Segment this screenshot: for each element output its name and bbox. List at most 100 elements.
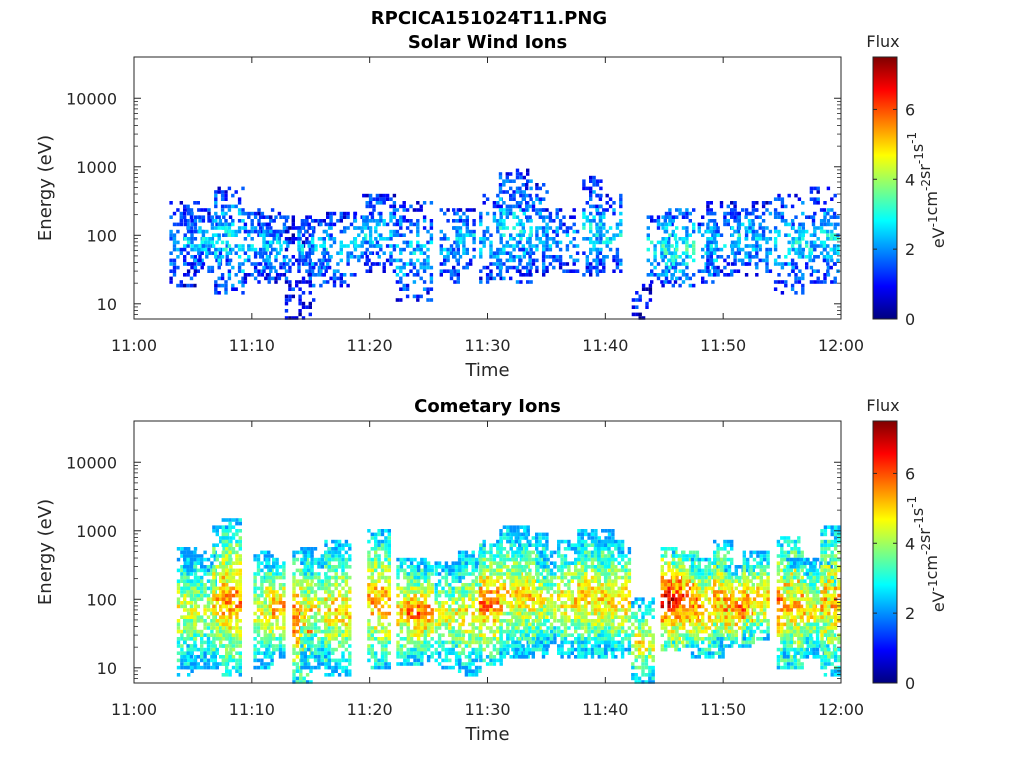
flux-pixel: [268, 655, 272, 659]
flux-pixel: [468, 662, 472, 666]
flux-pixel: [816, 276, 820, 281]
flux-pixel: [282, 611, 286, 616]
flux-pixel: [382, 219, 386, 223]
flux-pixel: [310, 590, 314, 594]
flux-pixel: [822, 258, 827, 263]
flux-pixel: [310, 586, 314, 591]
flux-pixel: [444, 626, 449, 630]
flux-pixel: [189, 557, 194, 562]
flux-pixel: [413, 604, 417, 609]
flux-pixel: [423, 586, 428, 591]
flux-pixel: [212, 568, 216, 573]
flux-pixel: [228, 215, 233, 219]
flux-pixel: [430, 651, 434, 655]
flux-pixel: [801, 201, 805, 205]
flux-pixel: [429, 222, 434, 227]
flux-pixel: [341, 608, 345, 612]
flux-pixel: [706, 204, 710, 209]
flux-pixel: [479, 211, 483, 216]
flux-pixel: [186, 572, 190, 576]
flux-pixel: [295, 583, 300, 587]
flux-pixel: [288, 269, 292, 273]
flux-pixel: [275, 647, 279, 652]
flux-pixel: [272, 229, 276, 234]
flux-pixel: [496, 201, 500, 205]
flux-pixel: [278, 586, 283, 591]
flux-pixel: [380, 637, 385, 641]
flux-pixel: [813, 229, 817, 234]
flux-pixel: [471, 626, 475, 630]
flux-pixel: [730, 201, 734, 205]
flux-pixel: [773, 226, 778, 230]
flux-pixel: [310, 240, 315, 245]
flux-pixel: [348, 658, 352, 663]
flux-pixel: [598, 269, 603, 273]
flux-pixel: [667, 240, 671, 245]
flux-pixel: [454, 644, 459, 648]
flux-pixel: [295, 608, 300, 612]
flux-pixel: [456, 273, 460, 277]
flux-pixel: [310, 237, 315, 241]
flux-pixel: [751, 222, 756, 227]
flux-pixel: [253, 637, 257, 641]
y-tick-label: 1000: [76, 158, 117, 177]
flux-pixel: [562, 215, 566, 219]
flux-pixel: [322, 244, 326, 248]
flux-pixel: [313, 619, 318, 623]
flux-pixel: [235, 572, 239, 576]
flux-pixel: [589, 237, 593, 241]
flux-pixel: [462, 265, 466, 270]
flux-pixel: [262, 247, 266, 252]
flux-pixel: [518, 204, 522, 209]
flux-pixel: [310, 251, 315, 255]
flux-pixel: [704, 262, 708, 266]
flux-pixel: [410, 604, 414, 609]
flux-pixel: [798, 251, 802, 255]
flux-pixel: [444, 590, 449, 594]
flux-pixel: [635, 291, 639, 295]
flux-pixel: [270, 658, 274, 663]
flux-pixel: [186, 240, 191, 245]
flux-pixel: [454, 572, 459, 576]
flux-pixel: [307, 575, 311, 580]
flux-pixel: [471, 597, 475, 601]
flux-pixel: [402, 265, 406, 270]
flux-pixel: [218, 251, 223, 255]
flux-pixel: [464, 593, 469, 598]
flux-pixel: [235, 669, 239, 673]
flux-pixel: [235, 611, 239, 616]
flux-pixel: [231, 637, 236, 641]
flux-pixel: [228, 543, 232, 547]
flux-pixel: [645, 301, 649, 306]
flux-pixel: [235, 557, 239, 562]
flux-pixel: [719, 255, 724, 259]
flux-pixel: [439, 251, 443, 255]
flux-pixel: [457, 586, 462, 591]
flux-pixel: [231, 219, 235, 223]
flux-pixel: [310, 637, 314, 641]
flux-pixel: [671, 262, 675, 266]
flux-pixel: [288, 258, 292, 263]
flux-pixel: [279, 273, 283, 277]
flux-pixel: [297, 226, 301, 230]
flux-pixel: [423, 601, 428, 605]
flux-pixel: [416, 640, 421, 645]
flux-pixel: [595, 226, 599, 230]
flux-pixel: [334, 669, 338, 673]
flux-pixel: [305, 215, 309, 219]
flux-pixel: [225, 547, 229, 551]
flux-pixel: [300, 561, 304, 565]
flux-pixel: [341, 557, 345, 562]
flux-pixel: [512, 265, 516, 270]
flux-pixel: [243, 229, 248, 234]
flux-pixel: [380, 604, 385, 609]
flux-pixel: [265, 575, 269, 580]
flux-pixel: [525, 193, 529, 198]
flux-pixel: [203, 640, 207, 645]
flux-pixel: [307, 604, 311, 609]
flux-pixel: [777, 229, 781, 234]
flux-pixel: [189, 662, 194, 666]
flux-pixel: [399, 557, 404, 562]
flux-pixel: [420, 633, 424, 637]
flux-pixel: [295, 655, 300, 659]
